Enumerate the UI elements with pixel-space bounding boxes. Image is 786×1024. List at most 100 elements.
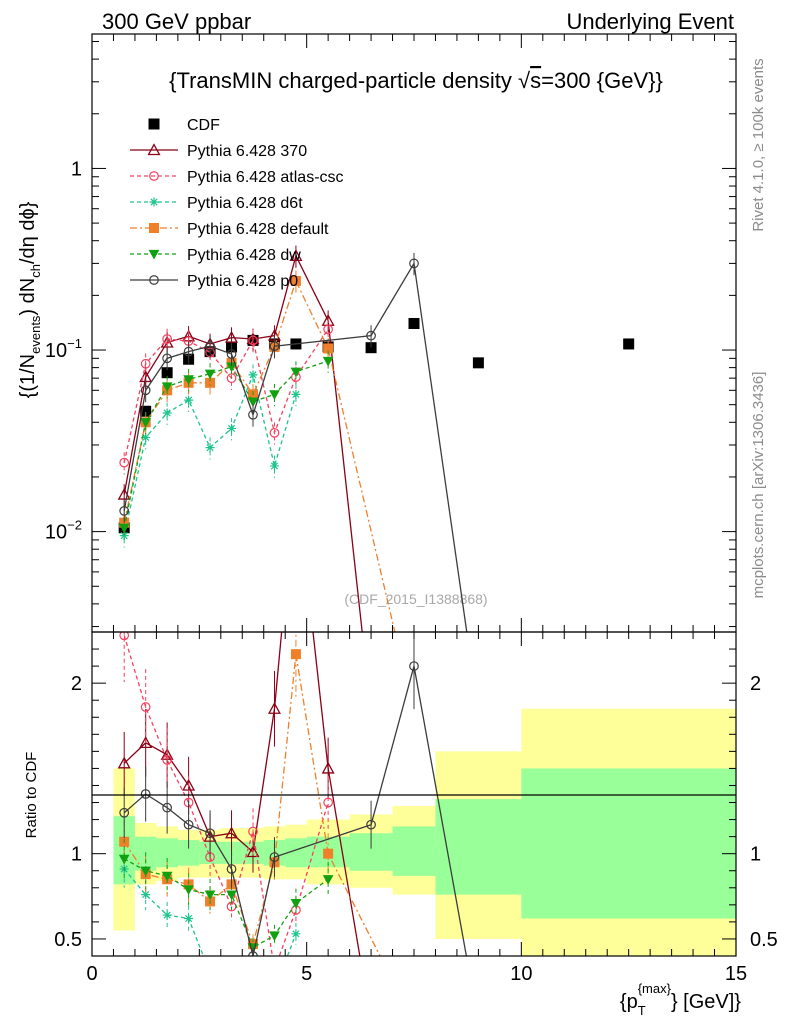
dw-ratio-point-8: [290, 899, 302, 909]
x-tick-label-0: 0: [86, 963, 97, 985]
band-stat-8: [285, 838, 307, 868]
d6t-point-0: [119, 531, 129, 541]
default-point-8: [290, 275, 301, 286]
d6t-point-1: [141, 432, 151, 442]
p0-ratio-point-1: [140, 789, 151, 799]
atlas-point-2: [162, 334, 173, 344]
band-stat-12: [435, 799, 522, 895]
p370-ratio-point-5: [225, 826, 239, 839]
dw-point-8: [290, 367, 302, 378]
p0-point-8: [366, 330, 376, 341]
atlas-ratio-point-1: [140, 702, 151, 712]
p370-ratio-point-6: [246, 845, 260, 858]
legend-marker-CDF: [148, 118, 160, 130]
atlas-line: [123, 328, 329, 463]
d6t-point-7: [269, 461, 279, 471]
d6t-point-2: [162, 408, 172, 418]
y-tick-mantissa: 10: [45, 522, 67, 544]
legend-label-dw: Pythia 6.428 dw: [187, 247, 301, 264]
analysis-watermark: (CDF_2015_I1388868): [344, 591, 487, 607]
d6t-point-8: [291, 389, 301, 399]
p370-point-8: [289, 249, 303, 262]
ratio-y-axis-label: Ratio to CDF: [23, 752, 40, 839]
d6t-ratio-point-8: [291, 929, 301, 939]
rivet-version-label: Rivet 4.1.0, ≥ 100k events: [750, 58, 767, 231]
y-tick-label-main: 10−2: [45, 518, 82, 544]
header-right: Underlying Event: [566, 9, 734, 34]
d6t-ratio-point-3: [184, 913, 194, 923]
x-tick-label-5: 5: [301, 963, 312, 985]
ratio-uncertainty-bands: [113, 708, 736, 956]
dw-ratio-point-2: [161, 871, 173, 882]
dw-line: [123, 360, 329, 528]
p370-point-5: [225, 330, 239, 343]
dw-point-0: [118, 523, 130, 534]
dw-point-1: [140, 418, 152, 428]
p0-ratio-point-2: [162, 802, 173, 813]
p0-point-7: [269, 341, 280, 352]
y-tick-mantissa: 1: [71, 158, 82, 180]
p0-point-6: [248, 409, 258, 420]
y-tick-exponent: −2: [67, 518, 82, 533]
legend-marker-p370: [147, 143, 161, 156]
p0-line: [123, 261, 468, 632]
y-tick-mantissa: 10: [45, 340, 67, 362]
band-stat-13: [521, 768, 736, 919]
dw-ratio-line: [123, 858, 329, 949]
legend-marker-dw: [148, 249, 160, 260]
p370-point-6: [246, 332, 260, 345]
dw-ratio-point-7: [269, 931, 280, 942]
legend-marker-atlas: [149, 171, 159, 181]
legend-label-p0: Pythia 6.428 p0: [187, 273, 298, 290]
legend-label-atlas: Pythia 6.428 atlas-csc: [187, 169, 344, 186]
dw-point-3: [183, 375, 194, 385]
p370-ratio-point-7: [267, 701, 281, 714]
mcplots-label: mcplots.cern.ch [arXiv:1306.3436]: [750, 372, 767, 599]
dw-point-2: [161, 382, 173, 392]
dw-point-7: [269, 390, 280, 400]
d6t-point-5: [227, 423, 237, 433]
p0-point-4: [205, 341, 215, 352]
x-axis-label: {pT{max}} [GeV]}: [620, 981, 741, 1018]
legend-marker-default: [149, 223, 159, 233]
dw-ratio-point-9: [322, 875, 334, 885]
atlas-point-1: [140, 358, 151, 369]
CDF-point-13: [623, 338, 635, 350]
y-tick-label-ratio-right: 0.5: [750, 929, 778, 951]
legend-label-CDF: CDF: [187, 117, 220, 134]
main-panel-series: [117, 245, 635, 632]
dw-point-4: [204, 369, 216, 380]
y-tick-label-main: 1: [71, 158, 82, 180]
p0-ratio-point-7: [269, 852, 280, 862]
p370-ratio-point-0: [117, 756, 131, 769]
band-stat-2: [156, 838, 178, 868]
p0-point-2: [162, 353, 173, 364]
atlas-ratio-point-2: [162, 755, 173, 765]
legend-label-default: Pythia 6.428 default: [187, 221, 329, 238]
p370-ratio-line: [123, 632, 361, 956]
p0-point-0: [119, 506, 130, 516]
y-tick-label-ratio-left: 0.5: [54, 929, 82, 951]
p0-point-9: [409, 258, 419, 269]
p0-point-3: [183, 346, 194, 357]
default-ratio-point-8: [290, 649, 301, 660]
atlas-point-6: [248, 335, 258, 346]
axis-ticks: [91, 34, 737, 957]
ratio-panel-series: [117, 632, 468, 956]
header-left: 300 GeV ppbar: [102, 9, 251, 34]
dw-ratio-point-0: [118, 854, 130, 865]
CDF-point-11: [408, 317, 420, 329]
y-tick-label-ratio-right: 2: [750, 673, 761, 695]
p370-line: [123, 254, 363, 632]
y-axis-label: {(1/Nevents) dNch/dη dϕ}: [17, 201, 43, 398]
legend: CDF Pythia 6.428 370 Pythia 6.428 atlas-cs…: [130, 117, 344, 290]
y-tick-label-ratio-right: 1: [750, 844, 761, 866]
chart-title: {TransMIN charged-particle density √s=30…: [169, 68, 663, 93]
p0-ratio-point-0: [119, 807, 130, 818]
p0-ratio-point-3: [183, 819, 194, 830]
band-stat-3: [177, 840, 200, 866]
default-ratio-point-9: [323, 848, 334, 859]
y-tick-label-ratio-left: 2: [71, 673, 82, 695]
